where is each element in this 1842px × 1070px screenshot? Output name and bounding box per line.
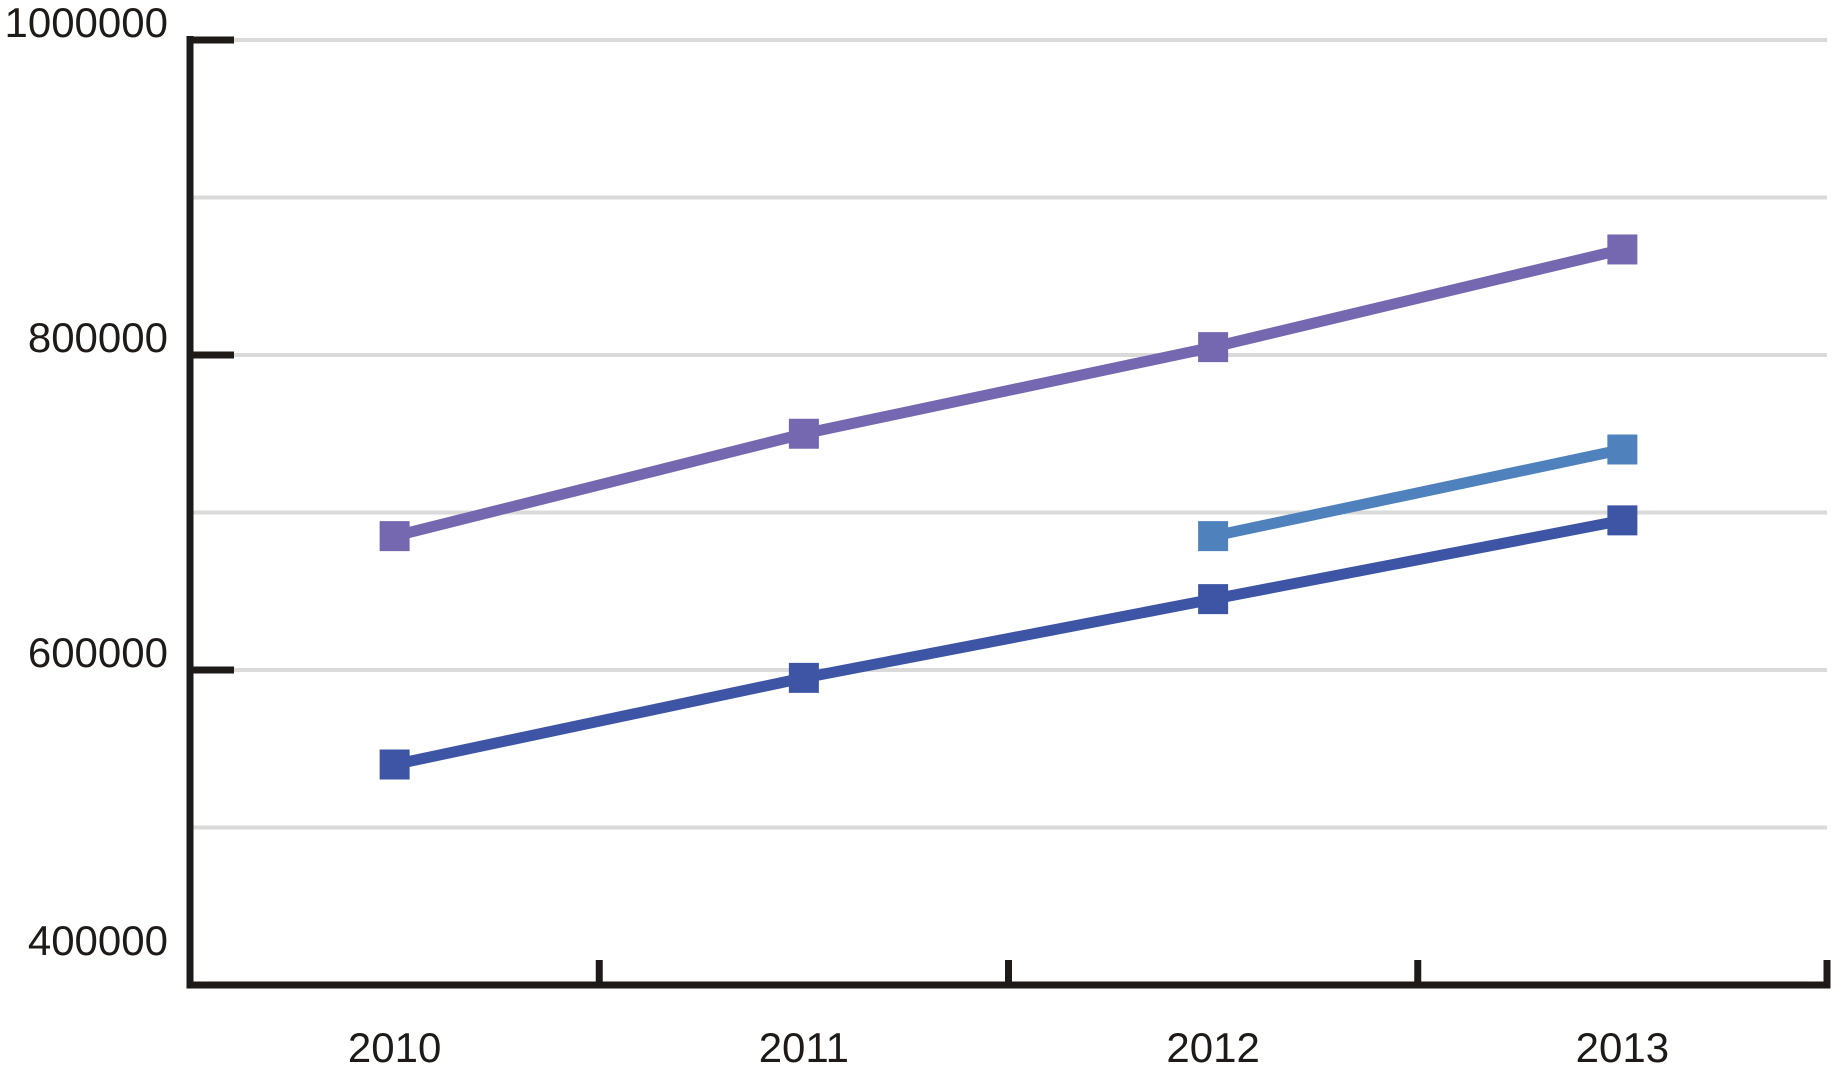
series-light-blue-marker bbox=[1607, 434, 1638, 465]
series-purple-marker bbox=[788, 418, 819, 449]
y-axis-tick-label: 1000000 bbox=[4, 0, 168, 46]
x-axis-tick-label: 2013 bbox=[1576, 1024, 1669, 1070]
series-purple-line bbox=[393, 244, 1624, 542]
y-axis-tick-label: 600000 bbox=[28, 629, 168, 676]
series-dark-blue-line bbox=[393, 514, 1624, 770]
series-purple-marker bbox=[1607, 234, 1638, 265]
series-light-blue-marker bbox=[1198, 521, 1229, 552]
series-purple-marker bbox=[379, 521, 410, 552]
y-axis-tick-label: 400000 bbox=[28, 917, 168, 964]
x-axis-tick-label: 2011 bbox=[759, 1024, 849, 1070]
x-axis-tick-label: 2012 bbox=[1166, 1024, 1259, 1070]
series-purple-marker bbox=[1198, 332, 1229, 363]
series-light-blue-line bbox=[1211, 444, 1624, 542]
series-dark-blue-marker bbox=[1607, 505, 1638, 536]
x-axis-tick-label: 2010 bbox=[348, 1024, 441, 1070]
y-axis-tick-label: 800000 bbox=[28, 314, 168, 361]
series-dark-blue-marker bbox=[379, 749, 410, 780]
series-dark-blue-marker bbox=[788, 662, 819, 693]
series-dark-blue-marker bbox=[1198, 584, 1229, 615]
